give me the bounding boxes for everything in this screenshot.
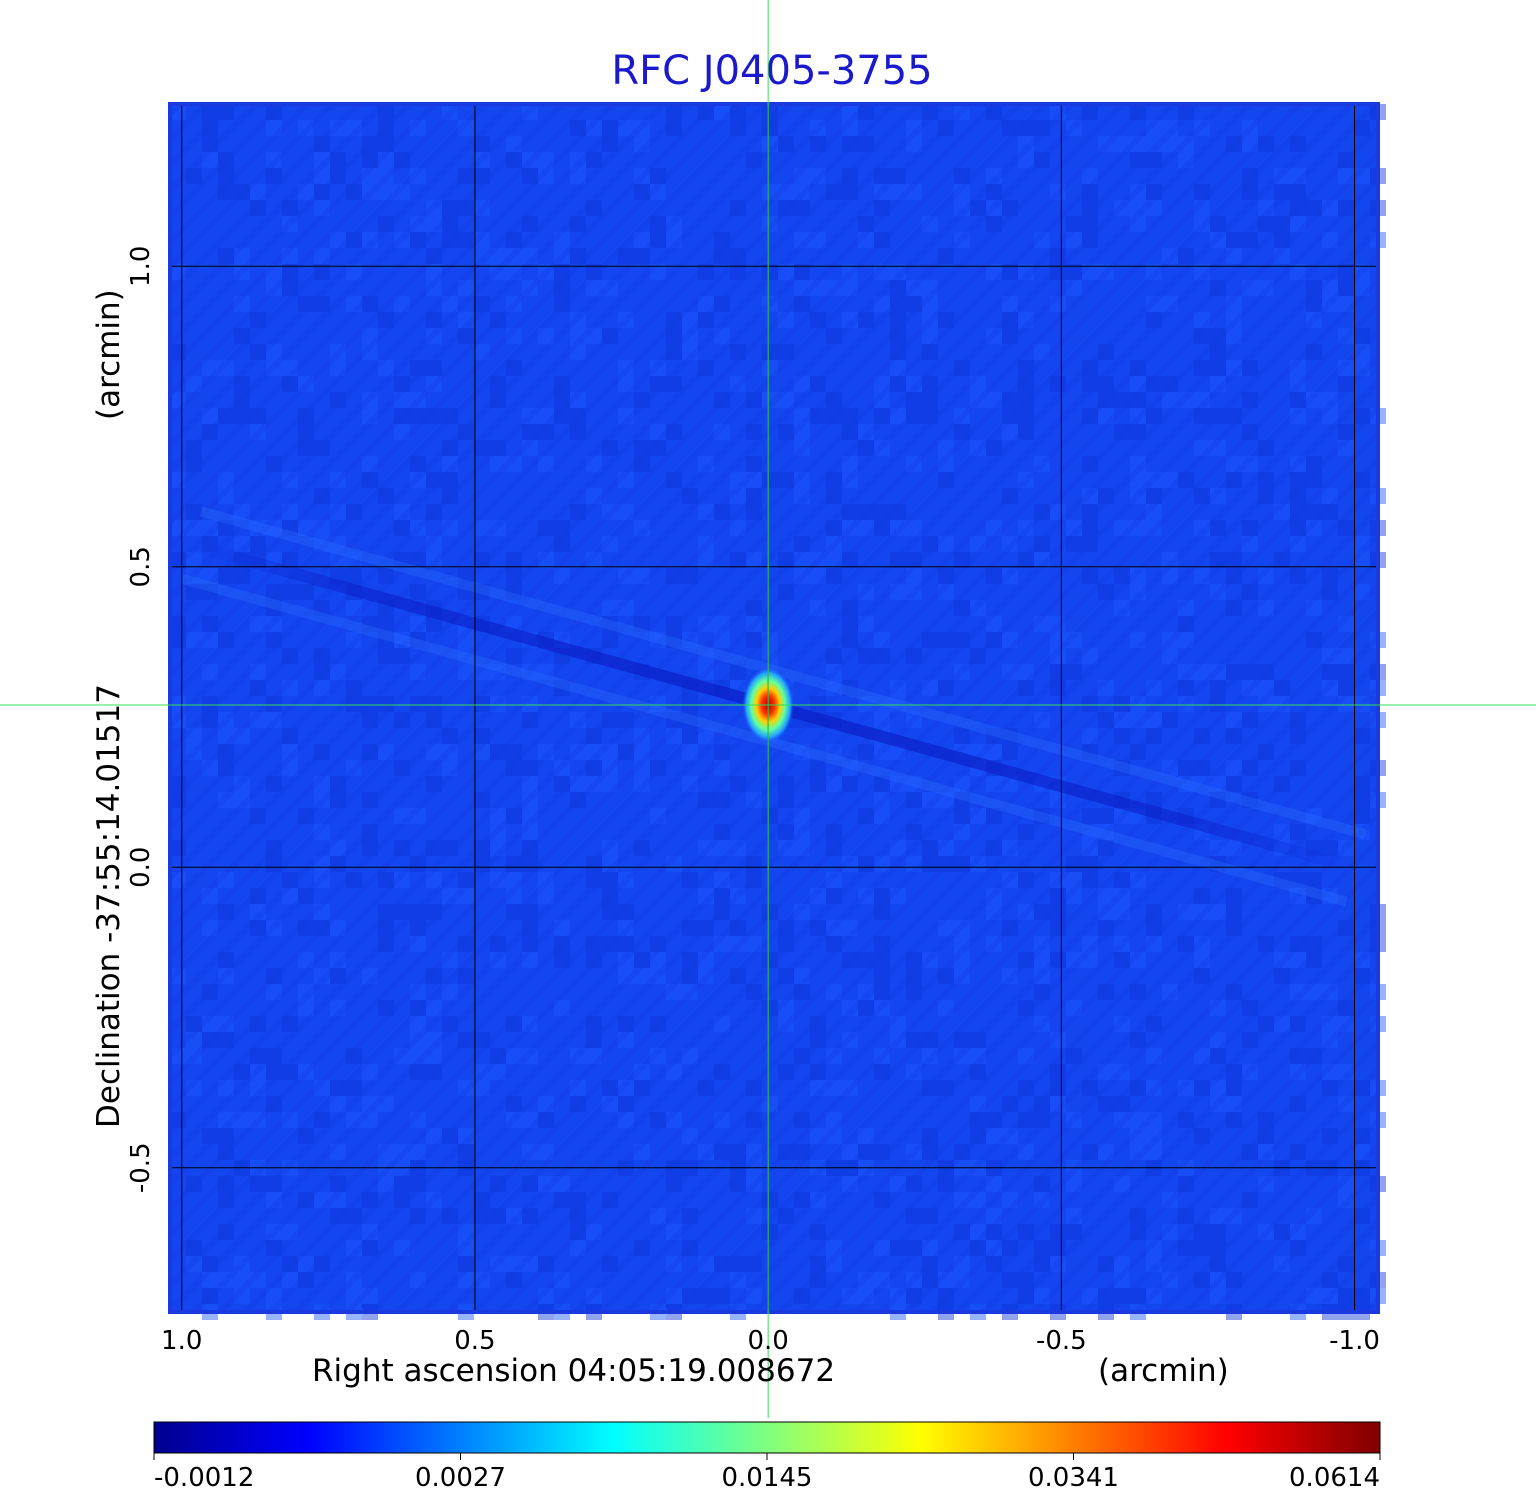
y-tick-label: 1.0: [126, 246, 156, 287]
y-axis-unit: (arcmin): [91, 289, 127, 420]
colorbar-tick-label: 0.0341: [1028, 1463, 1119, 1493]
x-axis-unit: (arcmin): [1098, 1353, 1229, 1389]
colorbar-tick-label: -0.0012: [154, 1463, 254, 1493]
plot-frame: [168, 102, 1380, 1314]
colorbar-tick-label: 0.0614: [1289, 1463, 1380, 1493]
plot-area: [168, 102, 1386, 1320]
x-tick-label: -1.0: [1329, 1326, 1380, 1356]
y-tick-label: -0.5: [126, 1142, 156, 1193]
y-tick-label: 0.0: [126, 847, 156, 888]
x-tick-label: 1.0: [161, 1326, 202, 1356]
x-axis-label: Right ascension 04:05:19.008672: [312, 1353, 835, 1389]
colorbar: [153, 1421, 1381, 1454]
x-tick-label: 0.5: [454, 1326, 495, 1356]
chart-title: RFC J0405-3755: [611, 48, 932, 94]
colorbar-tick-label: 0.0027: [415, 1463, 506, 1493]
colorbar-tick-label: 0.0145: [722, 1463, 813, 1493]
noise-texture: [170, 104, 1386, 1320]
x-tick-label: 0.0: [747, 1326, 788, 1356]
x-tick-label: -0.5: [1036, 1326, 1087, 1356]
colorbar-tick-labels: -0.0012 0.0027 0.0145 0.0341 0.0614: [153, 1453, 1381, 1493]
y-tick-label: 0.5: [126, 546, 156, 587]
y-axis-label: Declination -37:55:14.01517: [91, 684, 127, 1128]
x-tick-labels: 1.0 0.5 0.0 -0.5 -1.0: [161, 1326, 1380, 1356]
y-tick-labels: -0.5 0.0 0.5 1.0: [126, 246, 156, 1194]
